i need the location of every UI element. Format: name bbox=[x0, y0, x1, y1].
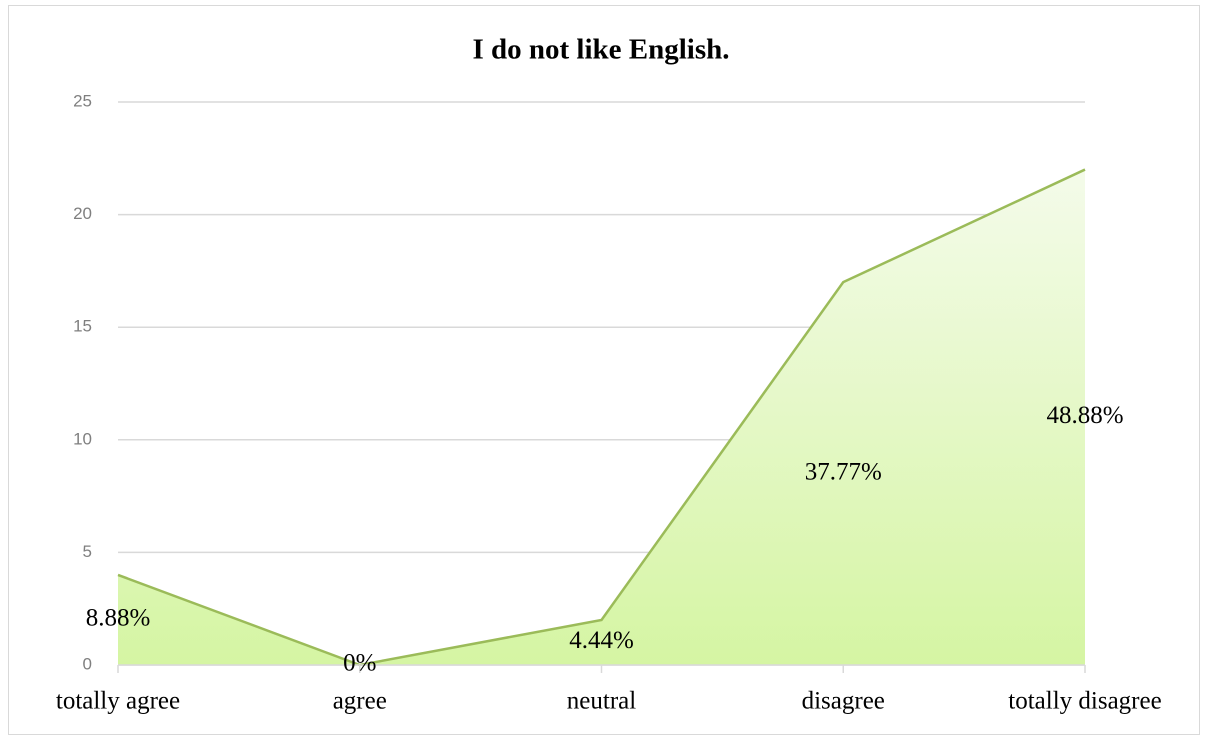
x-tick-label: neutral bbox=[567, 688, 636, 715]
y-tick-label: 25 bbox=[73, 91, 92, 110]
y-tick-label: 10 bbox=[73, 429, 92, 448]
y-tick-label: 20 bbox=[73, 204, 92, 223]
x-tick-label: disagree bbox=[802, 688, 885, 715]
y-tick-label: 15 bbox=[73, 317, 92, 336]
data-label: 8.88% bbox=[86, 605, 151, 632]
data-label: 4.44% bbox=[569, 627, 634, 654]
area-fill bbox=[118, 169, 1085, 665]
data-label: 48.88% bbox=[1046, 402, 1123, 429]
data-label: 37.77% bbox=[805, 458, 882, 485]
y-tick-label: 5 bbox=[83, 542, 92, 561]
x-tick-label: agree bbox=[333, 688, 387, 715]
data-label: 0% bbox=[343, 650, 376, 677]
chart-title: I do not like English. bbox=[472, 34, 729, 66]
x-tick-label: totally agree bbox=[56, 688, 180, 715]
y-tick-label: 0 bbox=[83, 654, 92, 673]
x-tick-label: totally disagree bbox=[1008, 688, 1161, 715]
area-line bbox=[117, 168, 1086, 667]
